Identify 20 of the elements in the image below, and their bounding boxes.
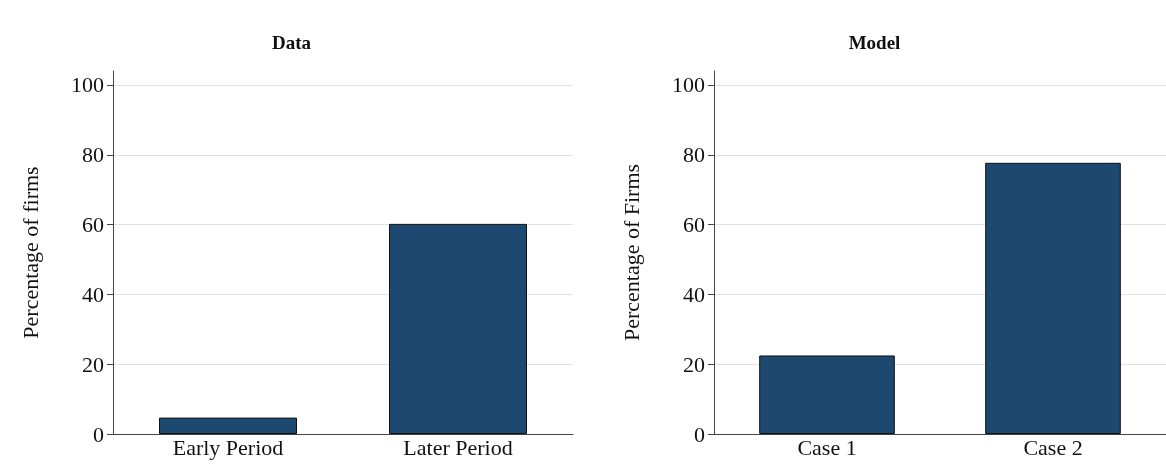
chart-title: Data [271, 32, 312, 53]
y-tick-label: 60 [82, 212, 104, 238]
y-tick-label: 100 [71, 72, 104, 98]
y-tick-label: 0 [694, 421, 705, 447]
y-tick-label: 60 [683, 212, 705, 238]
y-tick-label: 80 [683, 142, 705, 168]
y-tick-label: 0 [93, 421, 104, 447]
x-tick-label: Case 2 [1023, 434, 1083, 460]
y-axis-title: Percentage of Firms [618, 163, 644, 342]
y-tick-label: 80 [82, 142, 104, 168]
x-tick-label: Later Period [403, 434, 513, 460]
x-tick-label: Case 1 [797, 434, 857, 460]
chart-title: Model [848, 32, 901, 53]
x-tick-label: Early Period [172, 434, 284, 460]
y-tick-label: 20 [683, 351, 705, 377]
y-tick-label: 100 [672, 72, 705, 98]
y-axis-title: Percentage of firms [17, 166, 43, 339]
y-tick-label: 40 [683, 281, 705, 307]
y-tick-label: 40 [82, 281, 104, 307]
y-tick-label: 20 [82, 351, 104, 377]
